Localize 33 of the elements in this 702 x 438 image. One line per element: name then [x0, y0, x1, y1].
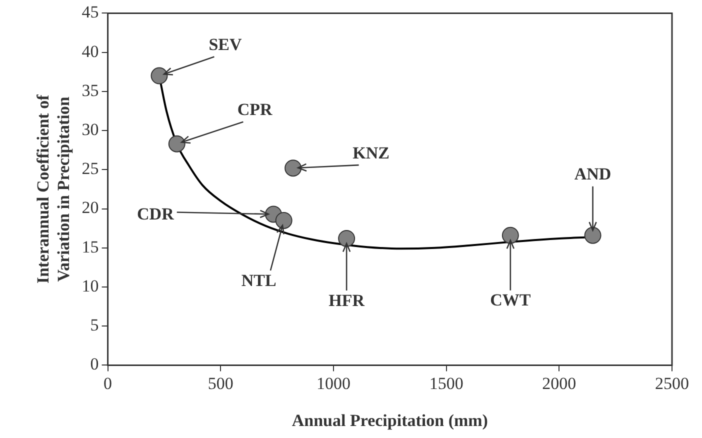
x-tick-label: 1500 [429, 374, 464, 393]
point [275, 212, 292, 229]
x-axis-title: Annual Precipitation (mm) [292, 411, 488, 430]
point [338, 230, 356, 247]
annotation: KNZ [352, 143, 390, 162]
x-tick-label: 1000 [316, 374, 350, 393]
y-tick-label: 40 [82, 42, 99, 61]
x-tick-label: 2500 [655, 374, 689, 393]
x-tick-label: 500 [208, 374, 234, 393]
annotation: AND [574, 164, 612, 184]
point [150, 67, 168, 84]
y-tick-label: 5 [90, 316, 99, 335]
x-tick-label: 0 [104, 374, 112, 393]
annotation: SEV [208, 35, 243, 54]
point [284, 160, 302, 177]
y-tick-label: 20 [82, 198, 99, 218]
x-tick-label: 2000 [542, 374, 576, 393]
point [584, 226, 602, 244]
y-tick-label: 25 [82, 159, 99, 178]
y-axis-title: Interannual Coefficient of Variation in Precipitation [34, 94, 73, 284]
y-tick-label: 30 [82, 120, 99, 139]
y-tick-label: 45 [82, 2, 99, 22]
annotation: HFR [328, 290, 366, 310]
y-tick-label: 0 [90, 354, 99, 374]
point [168, 135, 186, 152]
annotation: CPR [237, 100, 274, 120]
point [502, 226, 519, 244]
annotation: NTL [241, 270, 276, 290]
y-tick-label: 35 [82, 80, 99, 100]
annotation: CWT [490, 290, 532, 310]
y-tick-label: 10 [82, 276, 99, 296]
annotation: CDR [137, 204, 175, 224]
y-tick-label: 15 [82, 237, 99, 256]
